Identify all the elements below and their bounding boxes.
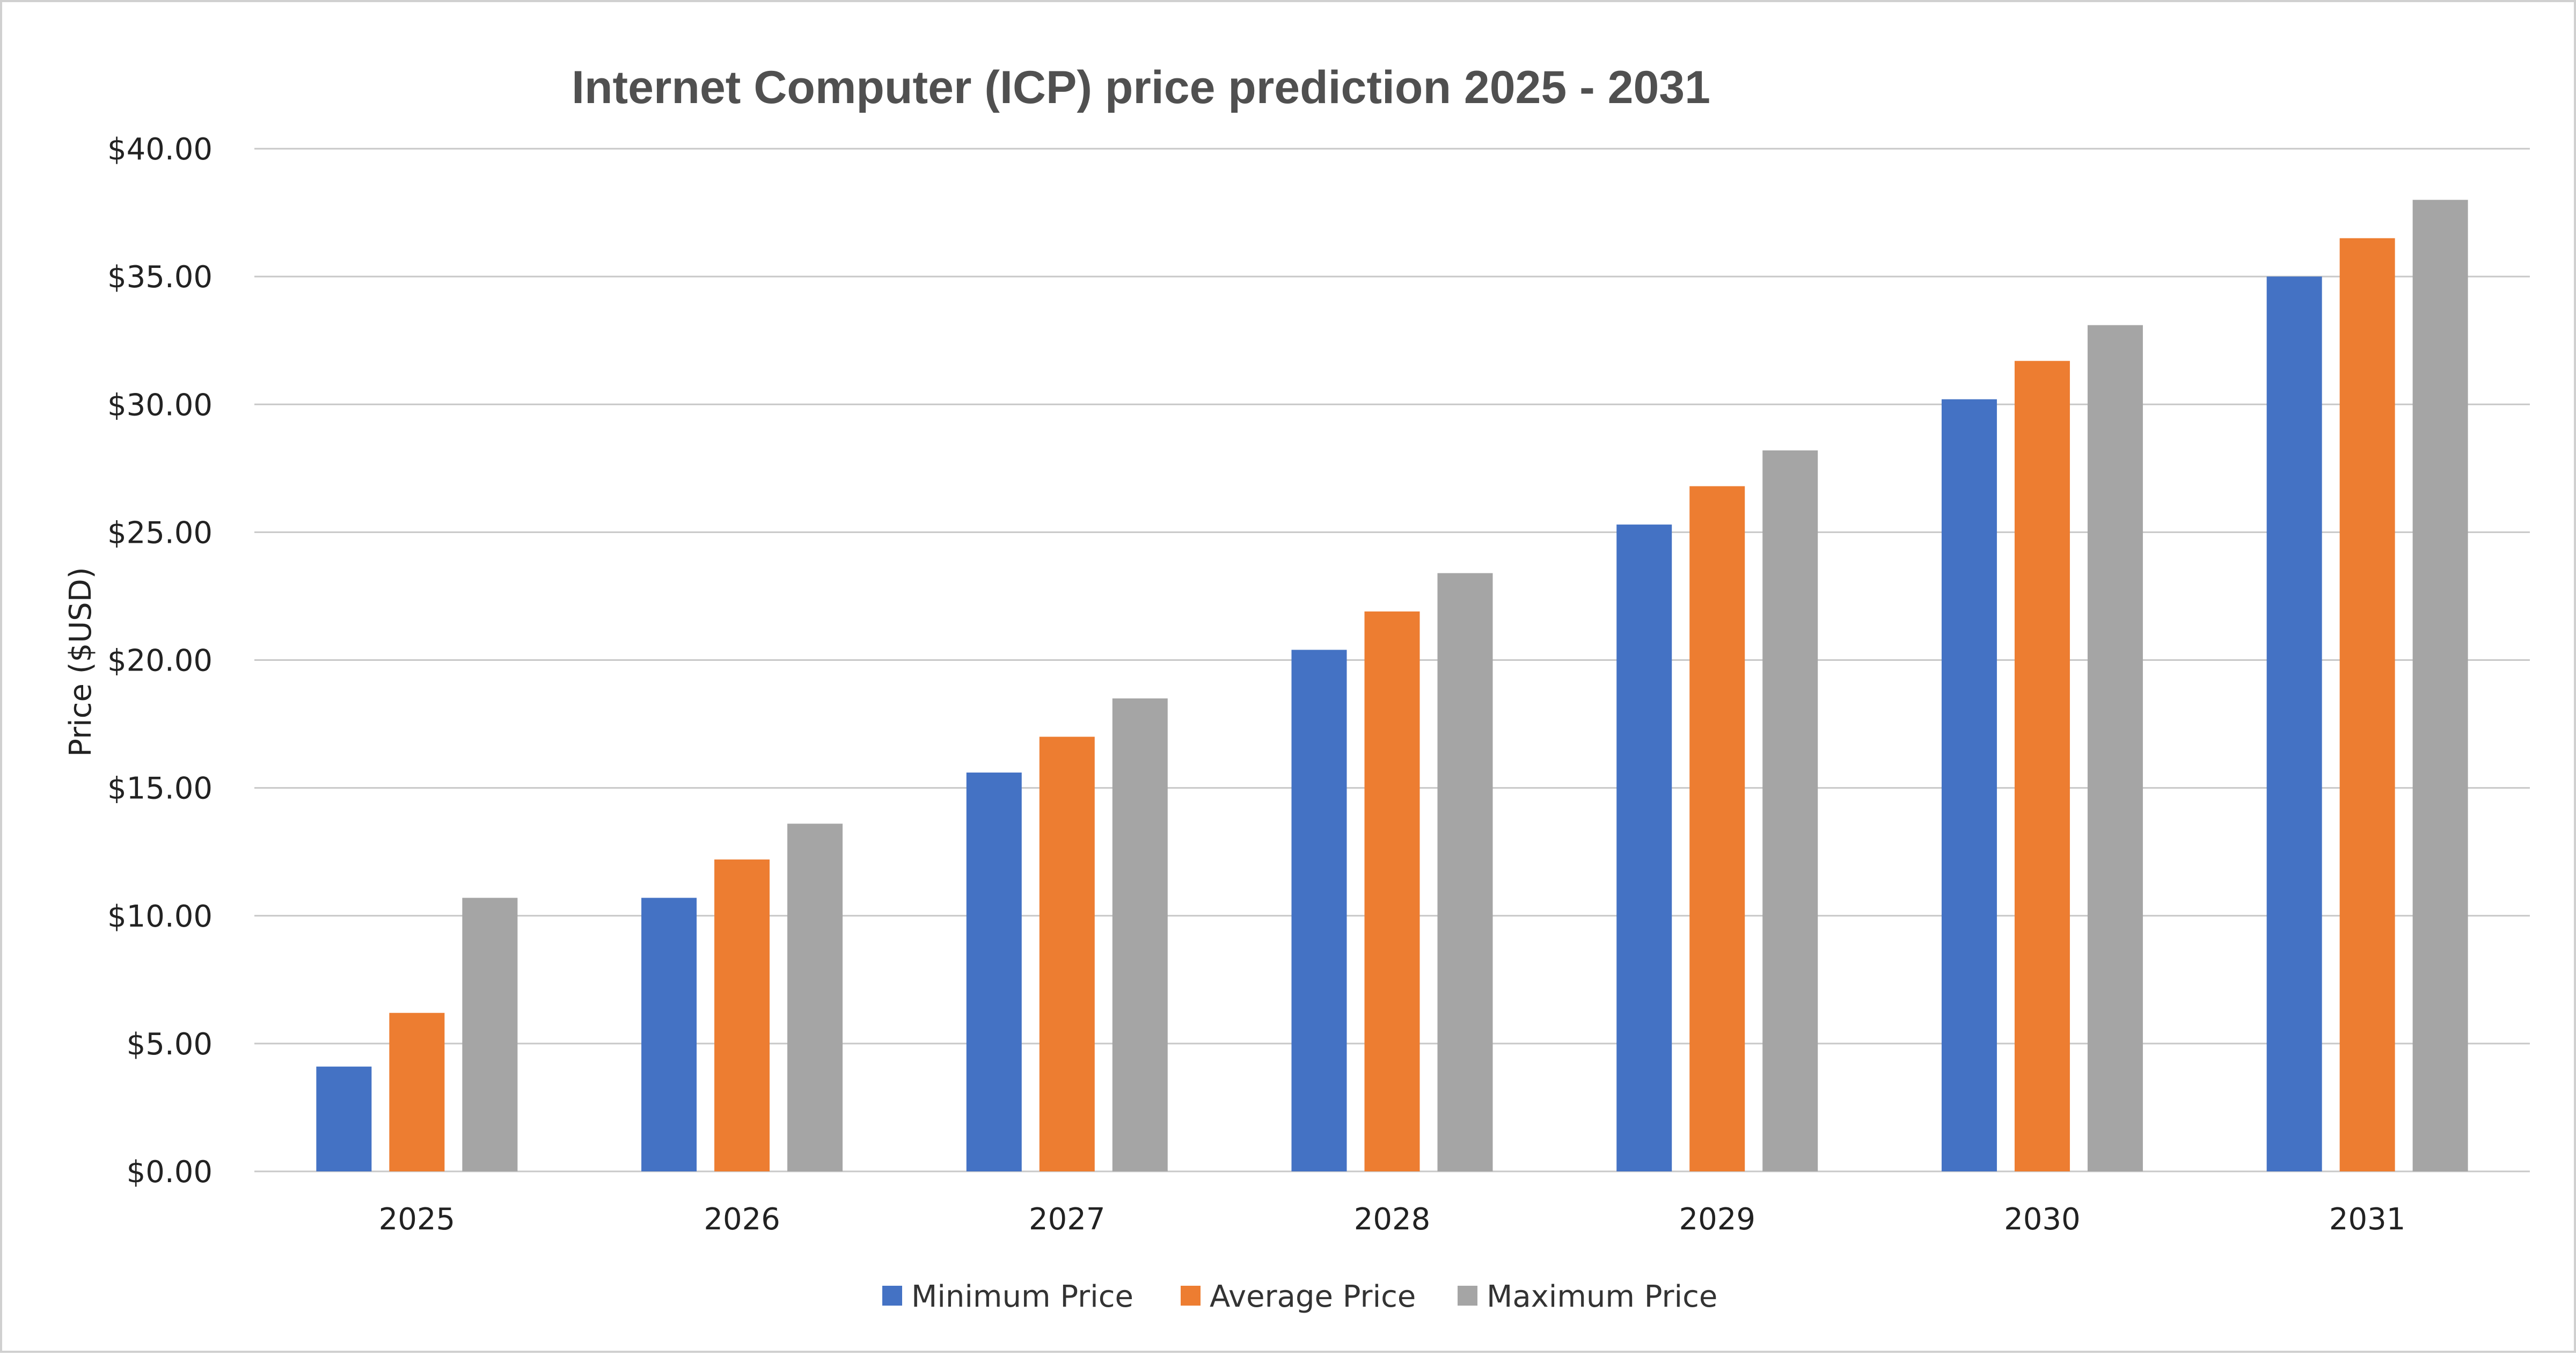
y-tick-label: $30.00: [107, 388, 213, 422]
x-tick-label: 2029: [1679, 1202, 1755, 1237]
bar-maximum-price-2026: [787, 824, 843, 1171]
legend-swatch: [1181, 1286, 1201, 1306]
x-tick-label: 2031: [2329, 1202, 2406, 1237]
bar-average-price-2026: [714, 859, 770, 1171]
y-tick-label: $5.00: [127, 1027, 213, 1062]
chart-title: Internet Computer (ICP) price prediction…: [572, 62, 1710, 113]
y-tick-label: $25.00: [107, 515, 213, 550]
bars: [316, 200, 2468, 1171]
x-tick-label: 2027: [1029, 1202, 1106, 1237]
y-tick-label: $40.00: [107, 132, 213, 167]
bar-maximum-price-2027: [1112, 698, 1168, 1171]
x-tick-label: 2026: [704, 1202, 780, 1237]
bar-minimum-price-2030: [1941, 399, 1997, 1171]
legend-label: Minimum Price: [911, 1279, 1133, 1314]
bar-maximum-price-2028: [1437, 573, 1493, 1171]
y-tick-label: $10.00: [107, 899, 213, 934]
bar-minimum-price-2025: [316, 1066, 372, 1171]
legend-label: Average Price: [1210, 1279, 1416, 1314]
legend-swatch: [882, 1286, 902, 1306]
y-tick-label: $20.00: [107, 644, 213, 679]
bar-average-price-2028: [1364, 611, 1420, 1171]
y-axis-label: Price ($USD): [63, 567, 98, 756]
y-tick-label: $0.00: [127, 1155, 213, 1190]
bar-minimum-price-2031: [2266, 276, 2322, 1171]
x-tick-label: 2028: [1354, 1202, 1431, 1237]
y-tick-label: $35.00: [107, 260, 213, 295]
bar-average-price-2031: [2339, 238, 2395, 1171]
legend-swatch: [1458, 1286, 1477, 1306]
legend-label: Maximum Price: [1487, 1279, 1717, 1314]
y-axis-ticks: $0.00 $5.00 $10.00 $15.00 $20.00 $25.00 $30.00…: [107, 132, 213, 1190]
bar-average-price-2025: [389, 1012, 445, 1171]
bar-minimum-price-2029: [1616, 524, 1672, 1171]
bar-minimum-price-2027: [966, 773, 1022, 1171]
bar-minimum-price-2026: [641, 898, 697, 1171]
bar-average-price-2029: [1689, 486, 1745, 1171]
x-tick-label: 2025: [379, 1202, 456, 1237]
x-tick-label: 2030: [2004, 1202, 2081, 1237]
bar-maximum-price-2025: [462, 898, 518, 1171]
legend: Minimum Price Average Price Maximum Price: [882, 1279, 1717, 1314]
bar-average-price-2030: [2014, 361, 2070, 1171]
y-tick-label: $15.00: [107, 771, 213, 806]
bar-minimum-price-2028: [1291, 650, 1347, 1171]
bar-average-price-2027: [1039, 737, 1095, 1171]
x-axis-ticks: 2025 2026 2027 2028 2029 2030 2031: [379, 1202, 2406, 1237]
bar-maximum-price-2031: [2412, 200, 2468, 1171]
bar-maximum-price-2030: [2087, 325, 2143, 1171]
bar-maximum-price-2029: [1762, 450, 1818, 1171]
